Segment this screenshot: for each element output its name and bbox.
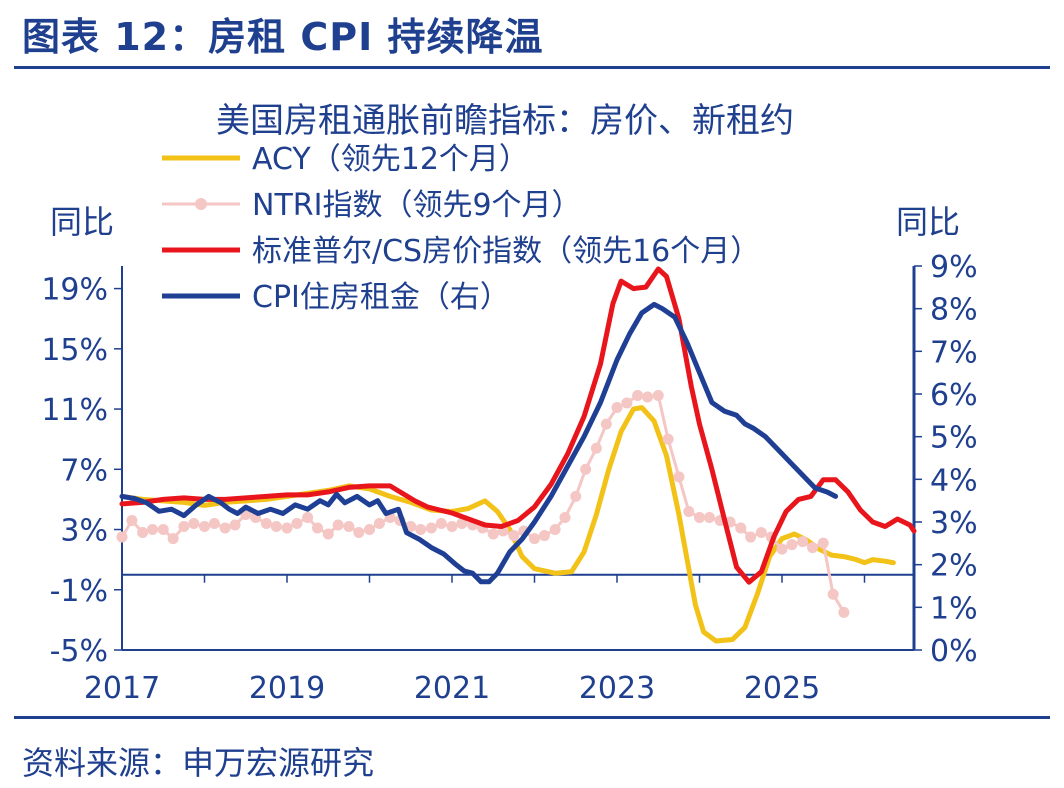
- y-right-tick-label: 9%: [930, 250, 978, 285]
- series-marker: [694, 511, 705, 523]
- series-marker: [219, 522, 231, 534]
- series-line-4: [119, 301, 839, 585]
- series-marker: [332, 519, 344, 531]
- y-right-tick-label: 3%: [930, 506, 978, 541]
- right-axis-unit: 同比: [896, 203, 960, 241]
- y-left-tick-label: 3%: [60, 514, 108, 549]
- series-marker: [446, 521, 458, 533]
- y-left-tick-label: 19%: [41, 273, 108, 308]
- series-marker: [817, 537, 829, 549]
- series-marker: [632, 390, 644, 402]
- series-marker: [137, 527, 149, 539]
- y-right-tick-label: 8%: [930, 293, 978, 328]
- series-marker: [281, 522, 293, 534]
- chart-title: 美国房租通胀前瞻指标：房价、新租约: [216, 101, 794, 141]
- series-marker: [508, 530, 520, 542]
- series-marker: [199, 521, 210, 533]
- series-marker: [291, 518, 303, 530]
- series-marker: [611, 402, 623, 414]
- x-tick-label: 2023: [579, 671, 655, 706]
- x-tick-label: 2021: [414, 671, 490, 706]
- legend-label: CPI住房租金（右）: [252, 280, 510, 315]
- series-marker: [642, 391, 654, 403]
- series-marker: [538, 530, 550, 542]
- series-marker: [797, 536, 809, 548]
- series-marker: [270, 521, 282, 533]
- y-right-tick-label: 4%: [930, 463, 978, 498]
- series-marker: [745, 531, 757, 543]
- legend-label: 标准普尔/CS房价指数（领先16个月）: [252, 234, 760, 269]
- figure-title: 图表 12：房租 CPI 持续降温: [22, 15, 544, 59]
- series-marker: [662, 433, 674, 445]
- title-divider: [14, 66, 1050, 69]
- series-marker: [456, 518, 468, 530]
- series-marker: [838, 606, 850, 618]
- series-marker: [570, 490, 582, 502]
- series-marker: [580, 463, 592, 475]
- series-marker: [260, 518, 272, 530]
- legend-label: NTRI指数（领先9个月）: [252, 188, 582, 223]
- series-marker: [549, 524, 561, 536]
- series-marker: [116, 531, 128, 543]
- y-right-tick-label: 7%: [930, 335, 978, 370]
- source-divider: [14, 716, 1050, 719]
- legend-marker: [195, 198, 207, 210]
- series-marker: [302, 511, 314, 523]
- series-marker: [147, 524, 159, 536]
- y-right-tick-label: 2%: [930, 549, 978, 584]
- left-axis-unit: 同比: [50, 203, 114, 241]
- series-marker: [807, 542, 819, 554]
- series-marker: [435, 518, 447, 530]
- series-marker: [188, 518, 200, 530]
- y-right-tick-label: 0%: [930, 634, 978, 669]
- series-marker: [621, 397, 633, 409]
- series-lines: [116, 266, 917, 644]
- series-marker: [312, 522, 324, 534]
- series-marker: [178, 521, 190, 533]
- series-marker: [373, 518, 385, 530]
- legend: ACY（领先12个月） NTRI指数（领先9个月） 标准普尔/CS房价指数（领先16…: [162, 142, 760, 315]
- series-marker: [167, 533, 179, 545]
- series-marker: [157, 524, 169, 536]
- series-marker: [343, 521, 355, 533]
- y-right-tick-label: 5%: [930, 421, 978, 456]
- series-marker: [126, 514, 138, 526]
- y-left-tick-label: 15%: [41, 333, 108, 368]
- series-line-3: [119, 266, 917, 585]
- series-marker: [208, 518, 220, 530]
- series-marker: [827, 588, 839, 600]
- series-marker: [487, 528, 499, 540]
- series-marker: [529, 533, 540, 545]
- series-marker: [786, 539, 798, 551]
- series-marker: [652, 390, 664, 402]
- series-marker: [673, 471, 685, 483]
- y-left-tick-label: 7%: [60, 453, 108, 488]
- y-left-tick-label: 11%: [41, 393, 108, 428]
- series-marker: [353, 527, 365, 539]
- series-marker: [425, 522, 437, 534]
- x-tick-label: 2017: [84, 671, 160, 706]
- x-tick-label: 2025: [744, 671, 820, 706]
- series-marker: [364, 524, 375, 536]
- y-left-tick-label: -1%: [50, 574, 108, 609]
- source-note: 资料来源：申万宏源研究: [22, 744, 375, 782]
- series-marker: [415, 524, 427, 536]
- series-marker: [559, 511, 571, 523]
- y-right-tick-label: 1%: [930, 591, 978, 626]
- series-marker: [683, 505, 695, 517]
- series-marker: [229, 519, 241, 531]
- axes: 2017 2019 2021 2023 2025 19% 15% 11% 7% 3% -1% -5% 9…: [41, 250, 977, 706]
- x-tick-label: 2019: [249, 671, 325, 706]
- legend-label: ACY（领先12个月）: [252, 142, 529, 177]
- y-right-tick-label: 6%: [930, 378, 978, 413]
- series-marker: [322, 528, 334, 540]
- series-marker: [735, 522, 747, 534]
- series-marker: [590, 442, 602, 454]
- series-marker: [703, 511, 715, 523]
- series-marker: [755, 527, 767, 539]
- y-left-tick-label: -5%: [50, 634, 108, 669]
- series-marker: [600, 418, 612, 430]
- series-marker: [776, 543, 788, 555]
